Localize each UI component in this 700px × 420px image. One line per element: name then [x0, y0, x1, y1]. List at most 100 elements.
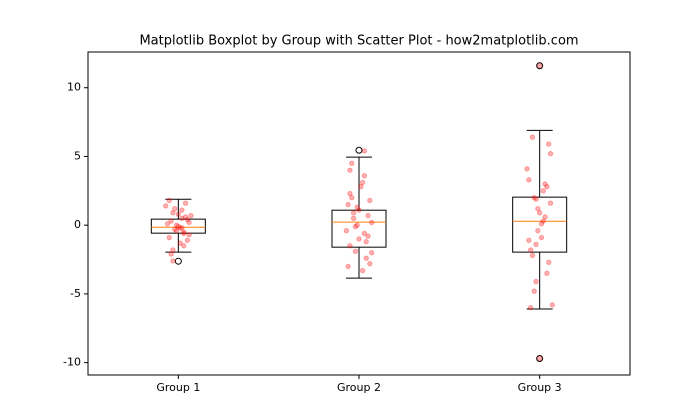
scatter-point	[359, 179, 366, 186]
scatter-point	[345, 263, 351, 270]
scatter-point	[352, 223, 359, 230]
scatter-point	[181, 243, 187, 249]
scatter-point	[529, 252, 536, 259]
scatter-point	[170, 210, 176, 216]
scatter-point	[347, 190, 353, 197]
scatter-point	[350, 210, 357, 216]
scatter-point	[172, 205, 178, 212]
scatter-point	[181, 229, 187, 235]
scatter-point	[533, 241, 539, 248]
flier	[174, 257, 182, 265]
scatter-point	[349, 194, 355, 201]
scatter-point	[175, 211, 182, 217]
scatter-point	[166, 197, 173, 204]
scatter-point	[352, 248, 359, 254]
chart-title: Matplotlib Boxplot by Group with Scatter…	[139, 34, 578, 49]
scatter-point	[354, 222, 360, 228]
scatter-point	[361, 148, 368, 154]
scatter-point	[365, 233, 371, 239]
scatter-point	[529, 134, 536, 140]
flier	[536, 62, 544, 70]
scatter-point	[536, 355, 543, 362]
scatter-point	[166, 234, 173, 241]
scatter-point	[367, 197, 373, 204]
scatter-point	[177, 240, 183, 246]
scatter-point	[538, 221, 545, 227]
x-tick-label: Group 1	[156, 381, 200, 394]
scatter-point	[182, 200, 189, 206]
flier	[355, 146, 363, 154]
scatter-point	[368, 249, 375, 256]
scatter-point	[349, 160, 355, 167]
scatter-point	[547, 200, 554, 206]
scatter-point	[186, 219, 192, 226]
scatter-point	[186, 232, 192, 238]
scatter-point	[179, 215, 185, 222]
scatter-point	[354, 204, 360, 211]
scatter-point	[347, 167, 353, 173]
scatter-point	[547, 151, 554, 157]
y-tick-label: 0	[74, 218, 81, 231]
scatter-point	[162, 203, 169, 209]
scatter-point	[526, 177, 532, 183]
scatter-point	[546, 259, 552, 265]
scatter-point	[182, 214, 189, 220]
scatter-point	[184, 237, 191, 244]
scatter-point	[188, 212, 194, 219]
scatter-point	[540, 218, 546, 224]
scatter-point	[365, 212, 371, 219]
box	[331, 209, 387, 248]
scatter-point	[181, 230, 187, 237]
scatter-point	[367, 260, 373, 267]
scatter-point	[350, 215, 357, 222]
scatter-point	[177, 225, 183, 231]
scatter-point	[172, 226, 178, 233]
scatter-point	[170, 258, 176, 264]
scatter-point	[173, 222, 180, 228]
plot-frame	[87, 51, 631, 376]
scatter-point	[179, 225, 185, 231]
scatter-point	[356, 207, 362, 213]
scatter-point	[549, 302, 556, 308]
y-tick-label: -10	[63, 356, 81, 369]
flier	[536, 355, 544, 363]
scatter-point	[361, 173, 368, 179]
scatter-point	[356, 236, 362, 242]
scatter-point	[527, 304, 534, 311]
scatter-point	[544, 270, 550, 276]
x-tick-label: Group 3	[518, 381, 562, 394]
scatter-point	[536, 63, 543, 69]
scatter-point	[361, 230, 368, 237]
scatter-point	[527, 247, 534, 253]
scatter-point	[535, 227, 541, 234]
scatter-point	[359, 267, 366, 274]
x-tick-label: Group 2	[337, 381, 381, 394]
scatter-point	[535, 205, 541, 212]
scatter-point	[184, 216, 191, 223]
y-tick-label: 5	[74, 149, 81, 162]
scatter-point	[536, 210, 543, 216]
scatter-point	[175, 223, 182, 230]
scatter-point	[544, 183, 550, 190]
box	[150, 218, 206, 234]
scatter-point	[526, 237, 532, 244]
scatter-point	[368, 219, 375, 226]
scatter-point	[170, 247, 176, 253]
scatter-point	[533, 196, 539, 202]
scatter-point	[168, 218, 174, 224]
scatter-point	[347, 243, 353, 249]
scatter-point	[531, 288, 537, 294]
scatter-point	[540, 188, 546, 194]
scatter-point	[538, 234, 545, 241]
scatter-point	[363, 238, 369, 245]
scatter-point	[164, 221, 171, 227]
scatter-point	[173, 227, 180, 234]
scatter-point	[546, 141, 552, 147]
scatter-point	[345, 201, 351, 208]
y-tick-label: 10	[67, 81, 81, 94]
scatter-point	[533, 278, 539, 285]
scatter-point	[524, 166, 530, 172]
scatter-point	[179, 207, 185, 213]
scatter-point	[531, 194, 537, 201]
scatter-point	[358, 183, 364, 190]
